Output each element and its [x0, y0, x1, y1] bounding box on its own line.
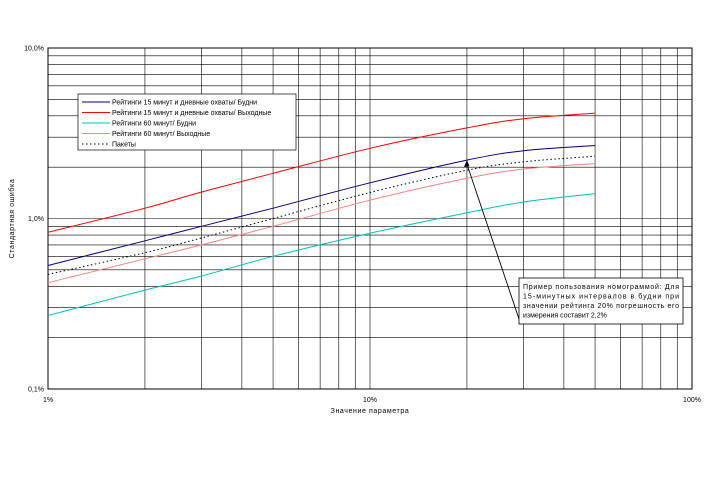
series-line: [47, 163, 596, 284]
x-tick-label: 100%: [683, 397, 701, 404]
legend-entry-label: Рейтинги 15 минут и дневные охваты/ Выхо…: [112, 109, 271, 117]
annotation-text-line: Пример пользования номограммой: Для: [523, 283, 679, 291]
series-line: [47, 112, 596, 233]
y-axis-label: Стандартная ошибка: [8, 179, 16, 259]
x-tick-label: 10%: [363, 397, 377, 404]
annotation-arrow: [466, 163, 521, 323]
y-tick-label: 1,0%: [28, 216, 44, 223]
tick-labels: 1% 10% 100% 0,1% 1,0% 10,0%: [24, 46, 701, 405]
legend-entry-label: Рейтинги 60 минут/ Будни: [112, 120, 196, 128]
x-tick-label: 1%: [43, 397, 53, 404]
annotation: Пример пользования номограммой: Для 15-ми…: [463, 160, 684, 325]
plot-frame: [47, 47, 693, 390]
series-line: [47, 155, 596, 275]
series-line: [47, 145, 596, 266]
legend-entry-label: Рейтинги 60 минут/ Выходные: [112, 130, 210, 138]
y-tick-label: 0,1%: [28, 387, 44, 394]
annotation-text-line: измерения составит 2,2%: [523, 313, 607, 320]
x-axis-label: Значение параметра: [331, 408, 410, 415]
y-tick-label: 10,0%: [24, 46, 44, 53]
legend-entry-label: Пакеты: [112, 142, 136, 149]
legend-box: [77, 93, 297, 151]
annotation-box: [518, 277, 684, 325]
series-layer: [47, 112, 596, 316]
legend-entry-label: Рейтинги 15 минут и дневные охваты/ Будн…: [112, 99, 257, 107]
annotation-text-line: значении рейтинга 20% погрешность его: [523, 302, 679, 310]
legend: Рейтинги 15 минут и дневные охваты/ Будн…: [77, 93, 297, 151]
series-line: [47, 193, 596, 316]
annotation-arrowhead: [463, 160, 470, 168]
annotation-text-line: 15-минутных интервалов в будни при: [523, 293, 679, 301]
